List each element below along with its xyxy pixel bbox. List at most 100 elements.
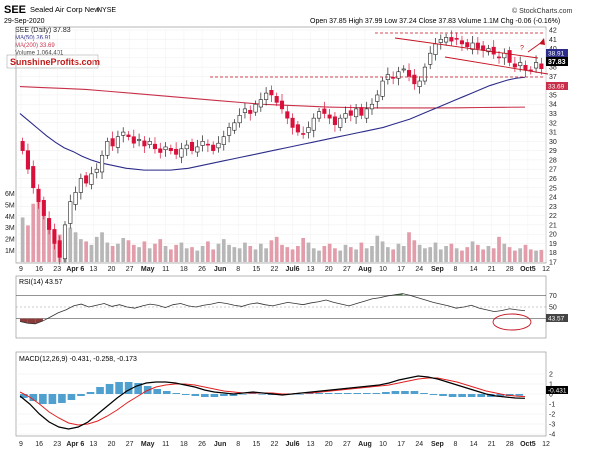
legend-volume: Volume 1,064,401 (15, 51, 64, 57)
macd-value-label: -0.431 (548, 388, 567, 395)
candle-body (406, 70, 412, 77)
macd-value-label-bg (546, 386, 568, 394)
ma50-price-label-bg (546, 49, 568, 57)
price-tick-label: 42 (549, 28, 557, 35)
candle-body (486, 48, 491, 53)
candle-body (126, 134, 131, 138)
macd-histogram-bar (448, 394, 457, 397)
x-tick-label: 8 (454, 266, 458, 273)
channel-upper-line (394, 37, 539, 59)
volume-tick-label: 6M (5, 191, 15, 198)
volume-bar (333, 248, 337, 262)
signal-polyline (19, 377, 526, 426)
candle-body (301, 133, 306, 135)
candle-body (142, 140, 147, 147)
chart-date: 29-Sep-2020 (4, 18, 45, 25)
candle-body (274, 96, 279, 103)
price-tick-label: 30 (549, 139, 557, 146)
candle-body (237, 115, 242, 124)
x-tick-label: 24 (415, 441, 423, 448)
candle-body (470, 42, 475, 50)
candle-body (205, 143, 210, 146)
macd-histogram-bar (372, 393, 381, 394)
ohlc-readout: Open 37.85 High 37.99 Low 37.24 Close 37… (310, 18, 560, 25)
volume-bar (497, 236, 501, 262)
price-tick-label: 37 (549, 74, 557, 81)
candle-body (338, 117, 343, 128)
macd-histogram-bar (48, 394, 57, 404)
ma200-line (19, 86, 526, 109)
volume-bar (380, 241, 385, 262)
volume-bar (523, 244, 528, 262)
x-tick-label: 9 (19, 266, 23, 273)
volume-bar (163, 246, 168, 262)
x-tick-label: 14 (470, 441, 478, 448)
candle-body (332, 116, 337, 125)
volume-bar (301, 238, 306, 262)
x-tick-label: Aug (358, 266, 372, 273)
macd-tick-label: -2 (549, 412, 555, 419)
volume-bar (206, 241, 210, 262)
x-tick-label: 8 (454, 441, 458, 448)
volume-bar (253, 249, 258, 262)
rsi-value-label-bg (546, 314, 568, 322)
x-tick-label: 8 (236, 441, 240, 448)
candle-body (512, 63, 517, 68)
volume-bar (317, 250, 321, 262)
candle-body (232, 122, 237, 131)
macd-tick-label: 0 (549, 392, 553, 399)
x-tick-label: Oct5 (520, 441, 536, 448)
candlesticks (20, 30, 544, 265)
candle-body (20, 141, 25, 151)
ma50-price-label: 38.91 (548, 51, 565, 58)
volume-bar (47, 218, 51, 262)
price-tick-label: 32 (549, 120, 557, 127)
volume-bar (534, 250, 538, 262)
volume-bar (26, 225, 30, 262)
price-tick-label: 33 (549, 111, 557, 118)
macd-polyline (19, 375, 526, 430)
price-x-axis: 9 16 23 Apr 6 13 20 27 May 11 18 26 Jun 8 15 22 Jul6 13 2… (19, 266, 550, 273)
exchange-label: NYSE (97, 7, 116, 14)
candle-body (380, 80, 385, 97)
volume-bar (84, 241, 89, 262)
price-tick-label: 41 (549, 37, 557, 44)
x-tick-label: 13 (90, 441, 98, 448)
volume-bar (248, 246, 253, 262)
rsi-oversold-fill (35, 318, 43, 324)
close-price-label: 37.83 (548, 59, 566, 66)
x-tick-label: 23 (53, 266, 61, 273)
candle-body (475, 42, 480, 49)
macd-histogram-bar (239, 394, 247, 395)
x-tick-label: 15 (252, 441, 260, 448)
volume-bar (20, 217, 25, 262)
macd-histogram-bar (315, 393, 323, 394)
volume-bar (444, 246, 448, 262)
volume-bar (110, 246, 115, 262)
volume-bar (491, 248, 496, 262)
macd-histogram-bar (439, 394, 447, 396)
ma200-polyline (19, 86, 526, 109)
candle-body (391, 77, 396, 79)
candle-body (496, 56, 502, 59)
volume-tick-label: 5M (5, 202, 15, 209)
volume-bar (200, 246, 205, 262)
x-tick-label: 18 (180, 441, 188, 448)
candle-body (295, 124, 300, 133)
x-tick-label: 13 (90, 266, 98, 273)
ma50-polyline (19, 76, 526, 171)
volume-bar (174, 244, 178, 262)
volume-bar (513, 250, 517, 262)
macd-histogram-bar (229, 394, 238, 396)
volume-bar (481, 249, 485, 262)
close-price-label-bg (546, 57, 568, 66)
volume-bar (89, 244, 94, 262)
volume-bar (258, 243, 263, 262)
volume-bar (269, 240, 274, 262)
price-tick-label: 21 (549, 222, 557, 229)
macd-histogram-bar (210, 394, 219, 397)
x-tick-label: 27 (126, 266, 134, 273)
candle-body (84, 175, 89, 184)
volume-bar (190, 247, 194, 262)
x-tick-label: 21 (488, 266, 496, 273)
